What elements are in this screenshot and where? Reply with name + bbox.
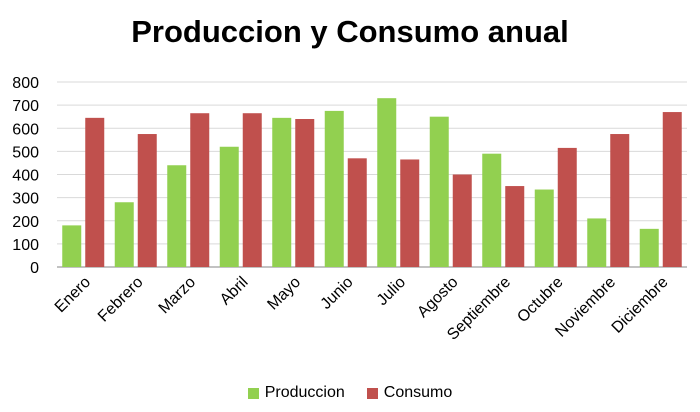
legend-label-produccion: Produccion bbox=[264, 384, 345, 401]
x-category-label: Marzo bbox=[156, 274, 200, 318]
y-tick-label: 300 bbox=[12, 191, 39, 208]
x-category-label: Junio bbox=[318, 274, 357, 313]
bar-produccion-mayo bbox=[272, 117, 292, 267]
bar-consumo-marzo bbox=[190, 113, 210, 267]
y-tick-label: 700 bbox=[12, 98, 39, 115]
bar-consumo-enero bbox=[85, 117, 105, 267]
y-tick-label: 100 bbox=[12, 237, 39, 254]
x-category-label: Julio bbox=[374, 274, 409, 309]
legend-swatch-produccion bbox=[247, 387, 259, 399]
bar-consumo-febrero bbox=[137, 134, 157, 267]
legend-item-produccion: Produccion bbox=[247, 384, 345, 402]
x-category-label: Mayo bbox=[264, 274, 304, 314]
y-tick-label: 400 bbox=[12, 168, 39, 185]
bar-produccion-enero bbox=[62, 225, 82, 267]
bar-produccion-marzo bbox=[167, 165, 187, 267]
bar-produccion-septiembre bbox=[482, 153, 502, 267]
legend-label-consumo: Consumo bbox=[383, 384, 453, 401]
bar-consumo-junio bbox=[347, 158, 367, 267]
bar-produccion-febrero bbox=[114, 202, 134, 267]
gridlines bbox=[57, 81, 687, 268]
bar-consumo-septiembre bbox=[505, 186, 525, 267]
y-tick-label: 600 bbox=[12, 121, 39, 138]
x-category-label: Febrero bbox=[95, 274, 147, 326]
bar-produccion-diciembre bbox=[639, 228, 659, 267]
bar-consumo-agosto bbox=[452, 174, 472, 267]
bar-produccion-julio bbox=[377, 98, 397, 267]
x-category-label: Octubre bbox=[514, 274, 566, 326]
x-category-label: Abril bbox=[217, 274, 252, 309]
bar-produccion-octubre bbox=[534, 189, 554, 267]
bar-consumo-octubre bbox=[557, 147, 577, 267]
y-tick-label: 0 bbox=[30, 260, 39, 277]
bar-consumo-abril bbox=[242, 113, 262, 267]
bar-consumo-diciembre bbox=[662, 112, 682, 267]
legend-item-consumo: Consumo bbox=[366, 384, 453, 402]
y-tick-label: 500 bbox=[12, 144, 39, 161]
chart-title: Produccion y Consumo anual bbox=[131, 14, 569, 49]
x-category-label: Enero bbox=[52, 274, 94, 316]
legend: Produccion Consumo bbox=[0, 384, 700, 402]
y-tick-label: 800 bbox=[12, 75, 39, 92]
x-axis-categories: Enero Febrero Marzo Abril Mayo Junio Julio Agos… bbox=[52, 274, 672, 344]
x-category-label: Agosto bbox=[414, 274, 461, 321]
bar-consumo-noviembre bbox=[610, 134, 630, 267]
bar-produccion-agosto bbox=[429, 116, 449, 267]
bar-consumo-mayo bbox=[295, 119, 315, 267]
bar-produccion-junio bbox=[324, 110, 344, 267]
x-category-label: Diciembre bbox=[609, 274, 672, 337]
y-tick-label: 200 bbox=[12, 214, 39, 231]
bar-produccion-abril bbox=[219, 146, 239, 267]
bar-produccion-noviembre bbox=[587, 218, 607, 267]
legend-swatch-consumo bbox=[366, 387, 378, 399]
bar-consumo-julio bbox=[400, 159, 420, 267]
y-axis-ticks: 0 100 200 300 400 500 600 700 800 bbox=[12, 75, 39, 277]
bars bbox=[62, 98, 682, 267]
